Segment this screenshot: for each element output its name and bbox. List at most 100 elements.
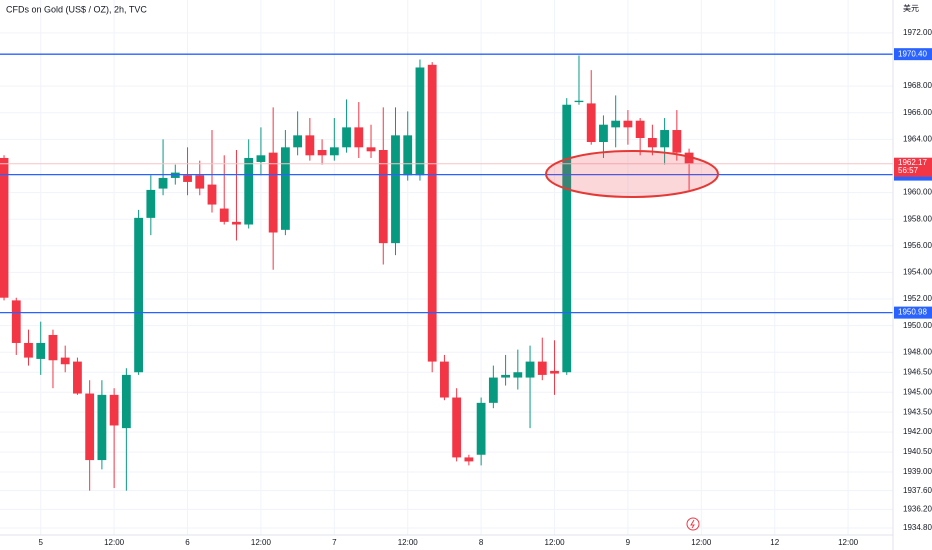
plot: [0, 53, 893, 491]
candle-body: [305, 135, 315, 156]
x-tick-label: 8: [479, 538, 484, 547]
candle-body: [36, 342, 46, 359]
grid: [0, 0, 893, 535]
axis: 1972.00 1968.00 1966.00 1964.00 1960.00 1958.…: [39, 28, 932, 547]
last-price-box: [894, 157, 932, 177]
highlight-ellipse: [545, 150, 719, 198]
candle-body: [354, 127, 364, 148]
event-icon-bolt: [690, 519, 695, 529]
x-tick-label: 12:00: [398, 538, 419, 547]
candle-body: [440, 361, 449, 398]
candle-body: [623, 120, 633, 128]
chart-title: CFDs on Gold (US$ / OZ), 2h, TVC: [6, 4, 147, 14]
y-tick-label: 1934.80: [903, 523, 932, 532]
x-tick-label: 12:00: [251, 538, 272, 547]
candle-body: [268, 152, 278, 233]
y-tick-label: 1954.00: [903, 268, 932, 277]
candle-body: [378, 149, 388, 244]
candle-body: [415, 67, 425, 176]
candle-body: [391, 135, 400, 244]
y-tick-label: 1964.00: [903, 134, 932, 143]
candle-body: [109, 394, 119, 426]
y-tick-label: 1950.00: [903, 321, 932, 330]
candle-body: [513, 372, 523, 378]
candle-body: [464, 457, 474, 462]
candle-body: [574, 100, 584, 103]
countdown-label: 56:57: [898, 166, 919, 175]
x-tick-label: 12:00: [838, 538, 859, 547]
candle-body: [599, 124, 608, 143]
candle-body: [329, 147, 339, 156]
y-tick-label: 1942.00: [903, 427, 932, 436]
candle-body: [85, 393, 95, 461]
price-label-box: [894, 48, 932, 61]
candle-body: [611, 120, 621, 128]
candle-body: [158, 177, 168, 189]
x-tick-label: 12: [770, 538, 779, 547]
candle-body: [660, 130, 670, 148]
candle-body: [488, 377, 498, 403]
y-tick-label: 1948.00: [903, 347, 932, 356]
candle-body: [403, 135, 413, 176]
x-tick-label: 12:00: [691, 538, 712, 547]
candle-body: [219, 208, 229, 222]
candle-body: [366, 147, 376, 152]
candle-body: [647, 138, 657, 148]
y-tick-label: 1958.00: [903, 214, 932, 223]
candle-body: [195, 175, 205, 189]
candle-body: [256, 155, 266, 162]
candle-body: [60, 357, 70, 365]
candle-body: [207, 184, 217, 205]
y-tick-label: 1968.00: [903, 81, 932, 90]
x-tick-label: 6: [185, 538, 190, 547]
x-tick-label: 5: [39, 538, 44, 547]
candle-body: [501, 374, 510, 378]
y-tick-label: 1956.00: [903, 241, 932, 250]
price-label: 1950.98: [898, 308, 927, 317]
x-tick-label: 9: [626, 538, 631, 547]
candle-body: [635, 120, 645, 139]
candle-body: [11, 300, 21, 343]
candle-body: [452, 397, 462, 458]
candle-body: [684, 152, 694, 164]
price-label-box: [894, 306, 932, 319]
candle-body: [427, 64, 437, 362]
candle-body: [121, 374, 131, 429]
candle-body: [293, 135, 303, 148]
x-tick-label: 7: [332, 538, 337, 547]
candle-body: [672, 130, 682, 153]
candle-body: [586, 103, 596, 143]
candle-body: [134, 217, 144, 373]
candle-body: [562, 104, 572, 373]
event-icon[interactable]: [686, 517, 700, 531]
y-tick-label: 1940.50: [903, 447, 932, 456]
y-tick-label: 1946.50: [903, 367, 932, 376]
y-tick-label: 1936.20: [903, 504, 932, 513]
y-tick-label: 1966.00: [903, 108, 932, 117]
last-price-label: 1962.17: [898, 158, 927, 167]
currency: 美元: [903, 3, 919, 13]
price-label: 1970.40: [898, 49, 927, 58]
candle-body: [97, 394, 107, 461]
candle-body: [537, 361, 547, 375]
y-tick-label: 1972.00: [903, 28, 932, 37]
candle-body: [280, 147, 290, 230]
y-tick-label: 1945.00: [903, 387, 932, 396]
candle-body: [525, 361, 535, 378]
candle-body: [232, 221, 241, 225]
candle-body: [317, 149, 327, 156]
x-tick-label: 12:00: [545, 538, 566, 547]
candle-body: [48, 334, 58, 361]
candle-body: [170, 172, 180, 178]
y-tick-label: 1937.60: [903, 486, 932, 495]
candle-body: [146, 189, 156, 218]
y-tick-label: 1952.00: [903, 294, 932, 303]
candle-body: [342, 127, 351, 148]
candle-body: [0, 157, 9, 298]
x-tick-label: 12:00: [104, 538, 125, 547]
candle-body: [476, 402, 486, 455]
y-tick-label: 1943.50: [903, 407, 932, 416]
y-tick-label: 1960.00: [903, 188, 932, 197]
